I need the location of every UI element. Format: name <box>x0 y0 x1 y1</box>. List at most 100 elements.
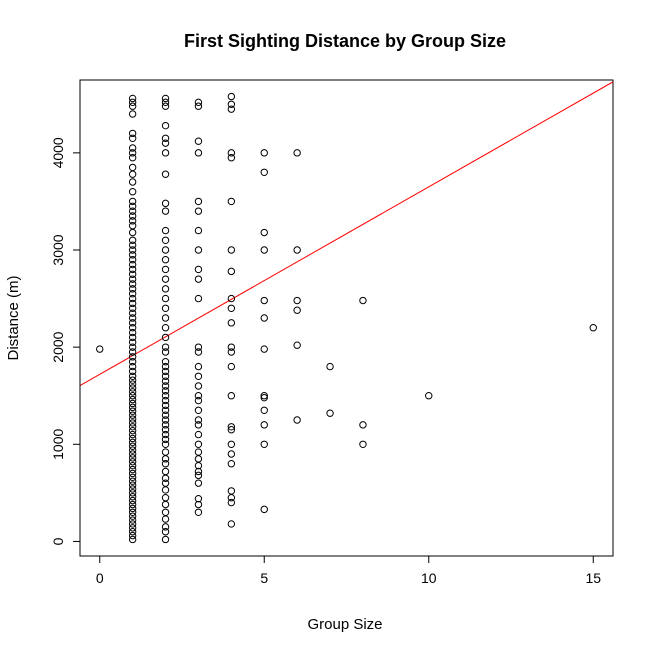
x-tick-label: 10 <box>421 570 437 586</box>
data-point <box>227 246 236 254</box>
data-point <box>161 508 170 516</box>
data-point <box>260 314 268 322</box>
y-tick-label: 1000 <box>50 429 66 460</box>
data-point <box>326 362 334 371</box>
data-point <box>161 421 170 429</box>
data-point <box>227 362 236 371</box>
data-point <box>359 421 367 429</box>
data-point <box>161 528 170 536</box>
data-point <box>128 403 137 412</box>
data-point <box>128 384 137 392</box>
data-point <box>128 256 137 264</box>
data-point <box>161 139 170 147</box>
data-point <box>260 168 268 176</box>
data-point <box>128 367 137 376</box>
data-point <box>194 500 203 509</box>
data-point <box>161 121 170 130</box>
data-point <box>128 380 137 388</box>
data-point <box>260 505 268 514</box>
data-point <box>194 440 203 448</box>
data-point <box>128 461 137 470</box>
data-point <box>359 440 367 448</box>
data-point <box>128 388 137 396</box>
data-point <box>128 376 137 384</box>
data-point <box>227 392 236 400</box>
data-point <box>194 265 203 274</box>
data-point <box>194 479 203 487</box>
data-point <box>227 100 236 108</box>
data-point <box>128 290 137 298</box>
data-point <box>128 328 137 337</box>
data-point <box>128 508 137 516</box>
data-point <box>161 236 170 244</box>
data-point <box>194 467 203 476</box>
data-point <box>161 294 170 303</box>
data-point <box>128 500 137 509</box>
data-point <box>128 134 137 142</box>
data-point <box>194 372 203 380</box>
data-point <box>194 275 203 283</box>
data-point <box>293 341 301 349</box>
data-point <box>293 149 301 157</box>
data-point <box>128 304 137 312</box>
data-point <box>128 319 137 327</box>
data-point <box>128 430 137 439</box>
data-point <box>227 197 236 206</box>
data-point <box>161 265 170 274</box>
x-tick-label: 5 <box>260 570 268 586</box>
data-point <box>128 170 137 178</box>
data-point <box>260 149 268 157</box>
y-tick-label: 2000 <box>50 331 66 362</box>
data-point <box>161 358 170 366</box>
data-point <box>194 508 203 516</box>
y-axis-label: Distance (m) <box>5 275 22 360</box>
data-point <box>128 395 137 404</box>
data-point <box>161 455 170 463</box>
data-point <box>326 409 334 417</box>
data-point <box>128 222 137 230</box>
data-point <box>128 531 137 540</box>
data-point <box>161 387 170 395</box>
data-point <box>227 343 236 351</box>
data-point <box>128 144 137 152</box>
data-point <box>359 296 367 305</box>
data-point <box>128 102 137 110</box>
data-point <box>161 170 170 178</box>
data-point <box>293 416 301 424</box>
data-point <box>128 202 137 210</box>
data-point <box>128 450 137 458</box>
data-point <box>128 458 137 466</box>
data-point <box>161 226 170 235</box>
data-point <box>293 246 301 254</box>
data-point <box>260 246 268 254</box>
data-point <box>128 197 137 206</box>
data-point <box>161 134 170 142</box>
data-point <box>128 493 137 501</box>
data-point <box>128 241 137 249</box>
data-point <box>128 496 137 505</box>
data-point <box>161 199 170 208</box>
data-point <box>128 129 137 138</box>
data-point <box>128 446 137 454</box>
data-point <box>128 314 137 322</box>
data-point <box>161 416 170 424</box>
data-point <box>161 324 170 332</box>
data-point <box>161 479 170 487</box>
data-point <box>194 362 203 371</box>
data-point <box>128 285 137 293</box>
data-point <box>128 411 137 419</box>
data-point <box>128 236 137 244</box>
data-point <box>194 137 203 145</box>
data-point <box>128 489 137 497</box>
data-point <box>260 440 268 448</box>
data-point <box>128 265 137 274</box>
data-point <box>128 419 137 427</box>
y-axis: 0 1000 2000 3000 4000 <box>50 137 81 545</box>
data-point <box>128 338 137 346</box>
data-point <box>128 154 137 162</box>
data-point <box>161 411 170 419</box>
data-point <box>161 435 170 444</box>
data-point <box>194 197 203 206</box>
data-point <box>128 110 137 118</box>
